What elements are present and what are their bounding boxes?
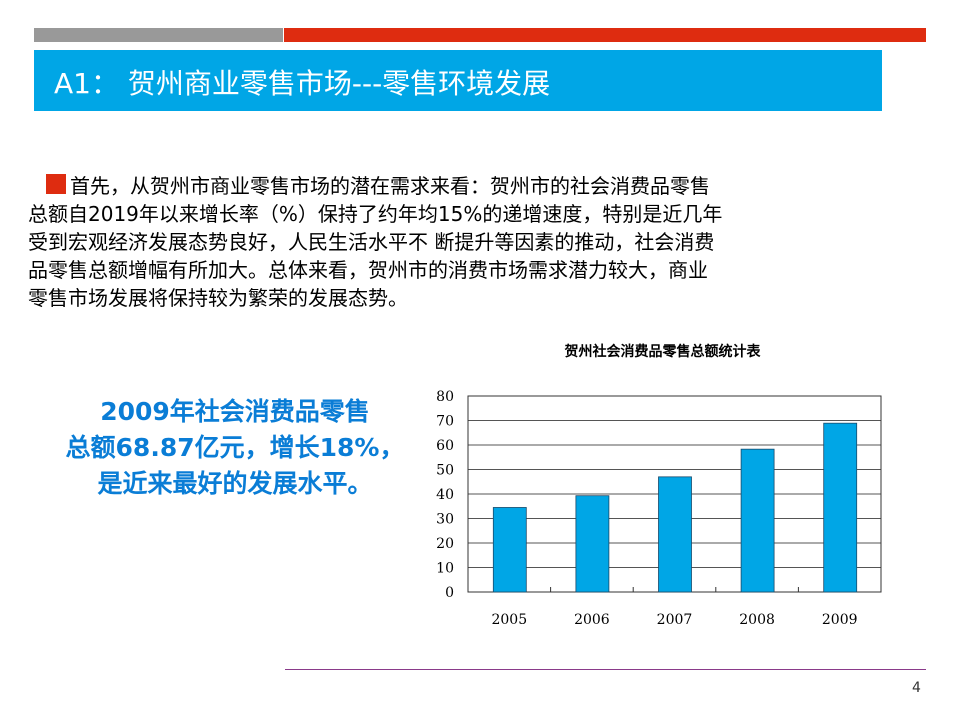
page-number: 4 xyxy=(912,680,921,696)
y-tick-label: 30 xyxy=(436,512,454,528)
y-tick-label: 20 xyxy=(436,536,454,552)
bar-2007 xyxy=(658,476,692,593)
x-tick-label: 2008 xyxy=(739,612,775,628)
paragraph-line: 总额自2019年以来增长率（%）保持了约年均15%的递增速度，特别是近几年 xyxy=(28,202,723,226)
top-red-bar xyxy=(284,28,926,42)
paragraph-line: 零售市场发展将保持较为繁荣的发展态势。 xyxy=(28,286,408,310)
y-tick-label: 10 xyxy=(436,561,454,577)
x-tick-label: 2006 xyxy=(574,612,610,628)
top-gray-bar xyxy=(34,28,283,42)
y-tick-label: 0 xyxy=(445,585,454,601)
body-paragraph: 首先，从贺州市商业零售市场的潜在需求来看：贺州市的社会消费品零售 总额自2019… xyxy=(28,172,888,312)
square-bullet-icon xyxy=(46,174,66,194)
footer-divider xyxy=(285,669,926,670)
highlight-line: 是近来最好的发展水平。 xyxy=(97,469,373,498)
bar-2008 xyxy=(740,448,775,593)
bar-2009 xyxy=(823,422,858,593)
bar-2005 xyxy=(492,507,527,593)
y-tick-label: 60 xyxy=(436,438,454,454)
x-tick-label: 2007 xyxy=(657,612,693,628)
slide-title: A1： 贺州商业零售市场---零售环境发展 xyxy=(54,67,551,100)
chart-title: 贺州社会消费品零售总额统计表 xyxy=(564,343,762,360)
x-tick-label: 2009 xyxy=(822,612,858,628)
title-banner: A1： 贺州商业零售市场---零售环境发展 xyxy=(34,50,882,111)
x-tick-label: 2005 xyxy=(491,612,527,628)
y-tick-label: 70 xyxy=(436,414,454,430)
y-tick-label: 80 xyxy=(436,389,454,405)
highlight-line: 总额68.87亿元，增长18%， xyxy=(65,433,405,462)
highlight-line: 2009年社会消费品零售 xyxy=(100,397,370,426)
paragraph-line: 首先，从贺州市商业零售市场的潜在需求来看：贺州市的社会消费品零售 xyxy=(70,174,710,198)
y-tick-label: 50 xyxy=(436,463,454,479)
highlight-text: 2009年社会消费品零售 总额68.87亿元，增长18%， 是近来最好的发展水平… xyxy=(20,394,450,502)
y-tick-label: 40 xyxy=(436,487,454,503)
bar-2006 xyxy=(575,495,610,593)
paragraph-line: 受到宏观经济发展态势良好，人民生活水平不 断提升等因素的推动，社会消费 xyxy=(28,230,715,254)
paragraph-line: 品零售总额增幅有所加大。总体来看，贺州市的消费市场需求潜力较大，商业 xyxy=(28,258,708,282)
bar-chart: 贺州社会消费品零售总额统计表 0 10 20 30 40 50 60 70 80 2005 2006 2… xyxy=(436,343,882,628)
